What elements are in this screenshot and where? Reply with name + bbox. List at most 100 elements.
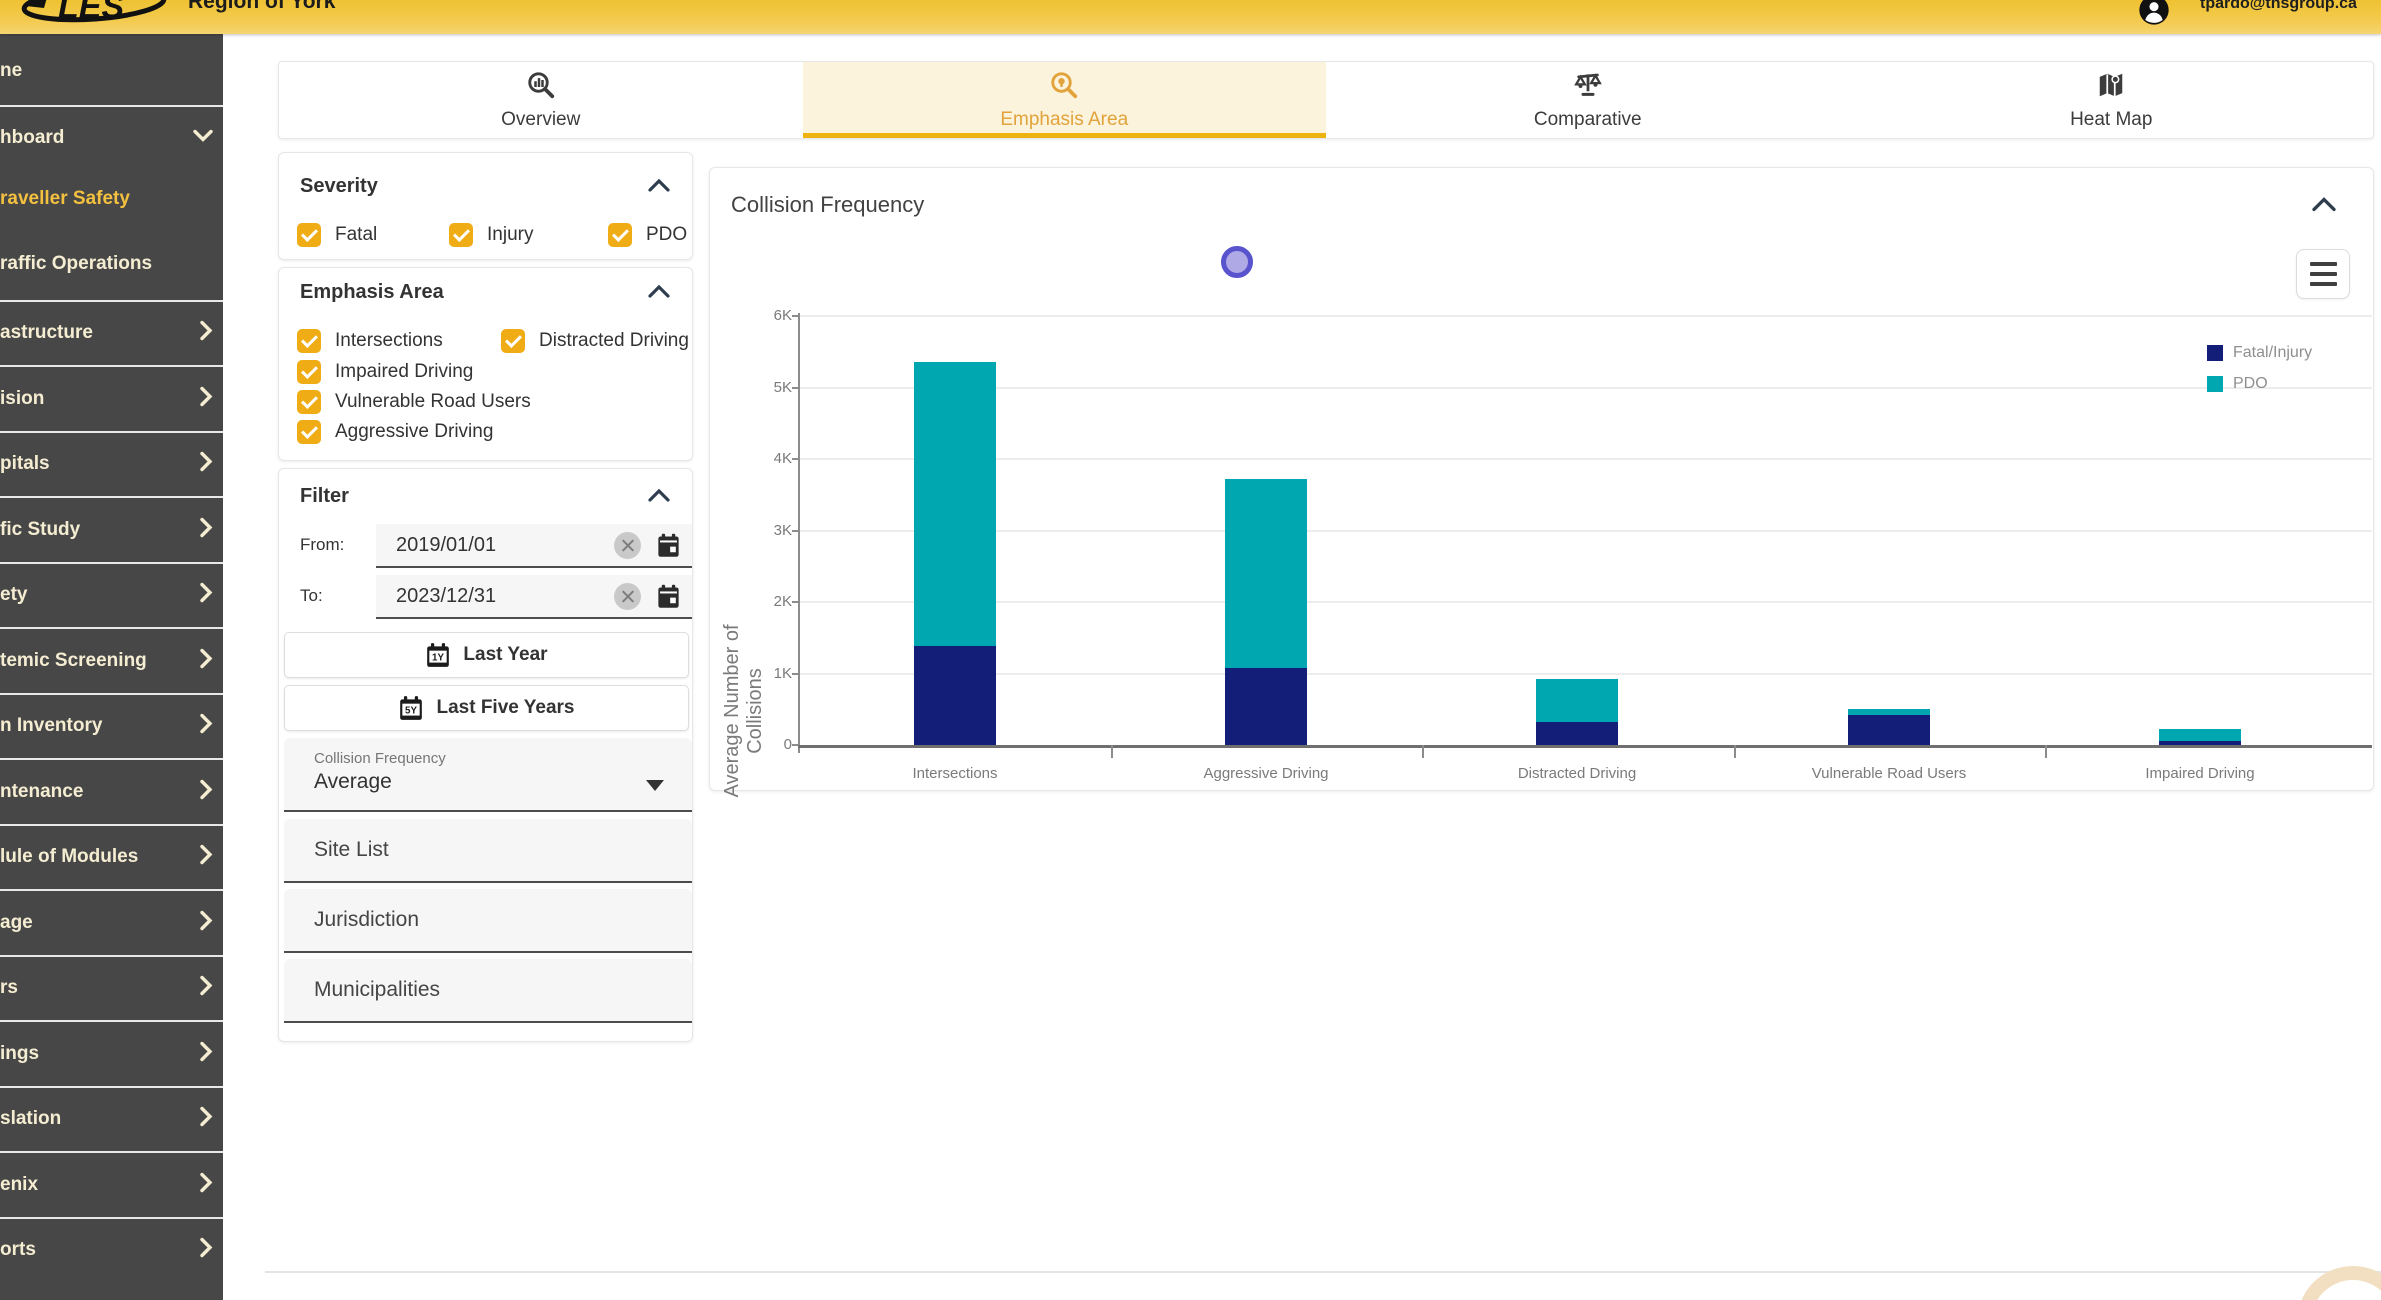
y-axis-tick — [792, 458, 800, 460]
last-five-years-label: Last Five Years — [436, 697, 575, 718]
checkbox-injury[interactable]: Injury — [449, 223, 533, 247]
clear-icon[interactable] — [614, 582, 641, 610]
municipalities-button[interactable]: Municipalities — [284, 959, 692, 1023]
legend-item-fatal-injury[interactable]: Fatal/Injury — [2207, 344, 2312, 362]
y-tick-label: 4K — [773, 450, 792, 467]
sidebar-item-label: slation — [0, 1108, 62, 1129]
bar-segment-intersections-pdo[interactable] — [914, 361, 996, 646]
chevron-right-icon — [199, 582, 213, 608]
collapse-chevron-icon[interactable] — [648, 283, 670, 306]
from-date-input[interactable]: 2019/01/01 — [376, 524, 692, 568]
user-avatar-icon[interactable] — [2138, 0, 2170, 31]
sidebar-item-slation[interactable]: slation — [0, 1099, 223, 1139]
checkbox-pdo[interactable]: PDO — [608, 223, 687, 247]
checkbox-fatal[interactable]: Fatal — [297, 223, 377, 247]
tab-emphasis-area[interactable]: Emphasis Area — [802, 62, 1326, 138]
site-list-button[interactable]: Site List — [284, 819, 692, 883]
sidebar-item-hboard[interactable]: hboard — [0, 118, 223, 158]
bar-segment-intersections-fatal-injury[interactable] — [914, 645, 996, 745]
balance-scale-icon — [1573, 70, 1603, 105]
bar-segment-impaired-driving-fatal-injury[interactable] — [2159, 741, 2241, 745]
map-pin-icon — [2096, 70, 2126, 105]
checkbox-checked-icon — [297, 360, 321, 384]
y-axis-line — [798, 313, 800, 753]
sidebar-item-raffic-operations[interactable]: raffic Operations — [0, 244, 223, 284]
bar-segment-impaired-driving-pdo[interactable] — [2159, 728, 2241, 742]
clear-icon[interactable] — [614, 531, 641, 559]
sidebar-item-label: ntenance — [0, 780, 84, 802]
sidebar-item-ety[interactable]: ety — [0, 575, 223, 615]
user-email[interactable]: tpardo@tnsgroup.ca — [2200, 0, 2357, 12]
sidebar-item-ne[interactable]: ne — [0, 51, 223, 91]
sidebar-item-orts[interactable]: orts — [0, 1230, 223, 1270]
checkbox-vulnerable-road-users[interactable]: Vulnerable Road Users — [297, 390, 531, 414]
sidebar-item-ntenance[interactable]: ntenance — [0, 772, 223, 812]
sidebar-item-temic-screening[interactable]: temic Screening — [0, 641, 223, 681]
sidebar-item-astructure[interactable]: astructure — [0, 313, 223, 353]
pin-magnifier-icon — [1049, 70, 1079, 105]
legend-swatch — [2207, 345, 2223, 361]
y-axis-tick — [792, 744, 800, 746]
x-category-label: Vulnerable Road Users — [1811, 765, 1967, 782]
sidebar-item-label: ne — [0, 60, 23, 81]
checkbox-label: Vulnerable Road Users — [335, 391, 531, 412]
chevron-right-icon — [199, 844, 213, 870]
chart-menu-button[interactable] — [2296, 249, 2350, 299]
bar-segment-vulnerable-road-users-pdo[interactable] — [1848, 709, 1930, 715]
tab-label: Heat Map — [2070, 108, 2153, 130]
chevron-right-icon — [199, 648, 213, 673]
collapse-chevron-icon[interactable] — [648, 177, 670, 200]
jurisdiction-button[interactable]: Jurisdiction — [284, 889, 692, 953]
calendar-icon[interactable] — [655, 532, 682, 559]
sidebar-item-ision[interactable]: ision — [0, 379, 223, 419]
checkbox-impaired-driving[interactable]: Impaired Driving — [297, 360, 473, 384]
last-five-years-button[interactable]: 5Y Last Five Years — [284, 685, 689, 731]
chevron-right-icon — [199, 779, 213, 804]
bar-segment-aggressive-driving-pdo[interactable] — [1225, 479, 1307, 668]
sidebar-item-label: fic Study — [0, 518, 81, 540]
chevron-right-icon — [199, 1106, 213, 1132]
sidebar-item-label: hboard — [0, 127, 65, 148]
sidebar-item-label: orts — [0, 1239, 36, 1260]
bar-segment-distracted-driving-pdo[interactable] — [1536, 678, 1618, 723]
calendar-icon[interactable] — [655, 583, 682, 610]
sidebar-item-label: pitals — [0, 453, 50, 474]
sidebar-divider — [0, 430, 223, 433]
jurisdiction-label: Jurisdiction — [314, 908, 420, 931]
x-axis-tick — [1422, 745, 1424, 758]
collision-frequency-select[interactable]: Collision Frequency Average — [284, 738, 692, 812]
legend-label: PDO — [2233, 375, 2268, 392]
legend-item-pdo[interactable]: PDO — [2207, 375, 2268, 393]
sidebar-item-raveller-safety[interactable]: raveller Safety — [0, 179, 223, 219]
bar-segment-vulnerable-road-users-fatal-injury[interactable] — [1848, 714, 1930, 745]
tab-heat-map[interactable]: Heat Map — [1850, 62, 2374, 138]
sidebar-item-pitals[interactable]: pitals — [0, 444, 223, 484]
to-label: To: — [300, 586, 323, 605]
tab-overview[interactable]: Overview — [279, 62, 803, 138]
sidebar-item-rs[interactable]: rs — [0, 968, 223, 1008]
tab-comparative[interactable]: Comparative — [1326, 62, 1850, 138]
sidebar-divider — [0, 496, 223, 498]
sidebar-divider — [0, 1216, 223, 1219]
bar-segment-distracted-driving-fatal-injury[interactable] — [1536, 722, 1618, 745]
sidebar-item-n-inventory[interactable]: n Inventory — [0, 706, 223, 746]
sidebar-item-enix[interactable]: enix — [0, 1165, 223, 1205]
last-year-button[interactable]: 1Y Last Year — [284, 632, 689, 678]
chart-collapse-chevron-icon[interactable] — [2311, 195, 2337, 220]
checkbox-checked-icon — [297, 390, 321, 414]
gridline — [800, 529, 2372, 532]
to-date-input[interactable]: 2023/12/31 — [376, 575, 692, 619]
sidebar-divider — [0, 561, 223, 564]
sidebar-item-fic-study[interactable]: fic Study — [0, 510, 223, 550]
collapse-chevron-icon[interactable] — [648, 487, 670, 510]
sidebar-item-age[interactable]: age — [0, 903, 223, 943]
checkbox-aggressive-driving[interactable]: Aggressive Driving — [297, 420, 493, 444]
sidebar-item-lule-of-modules[interactable]: lule of Modules — [0, 837, 223, 877]
checkbox-distracted-driving[interactable]: Distracted Driving — [501, 329, 689, 353]
checkbox-intersections[interactable]: Intersections — [297, 329, 443, 353]
app-logo[interactable]: LES — [20, 0, 170, 34]
sidebar-item-ings[interactable]: ings — [0, 1034, 223, 1074]
bar-segment-aggressive-driving-fatal-injury[interactable] — [1225, 667, 1307, 745]
chevron-right-icon — [199, 386, 213, 411]
